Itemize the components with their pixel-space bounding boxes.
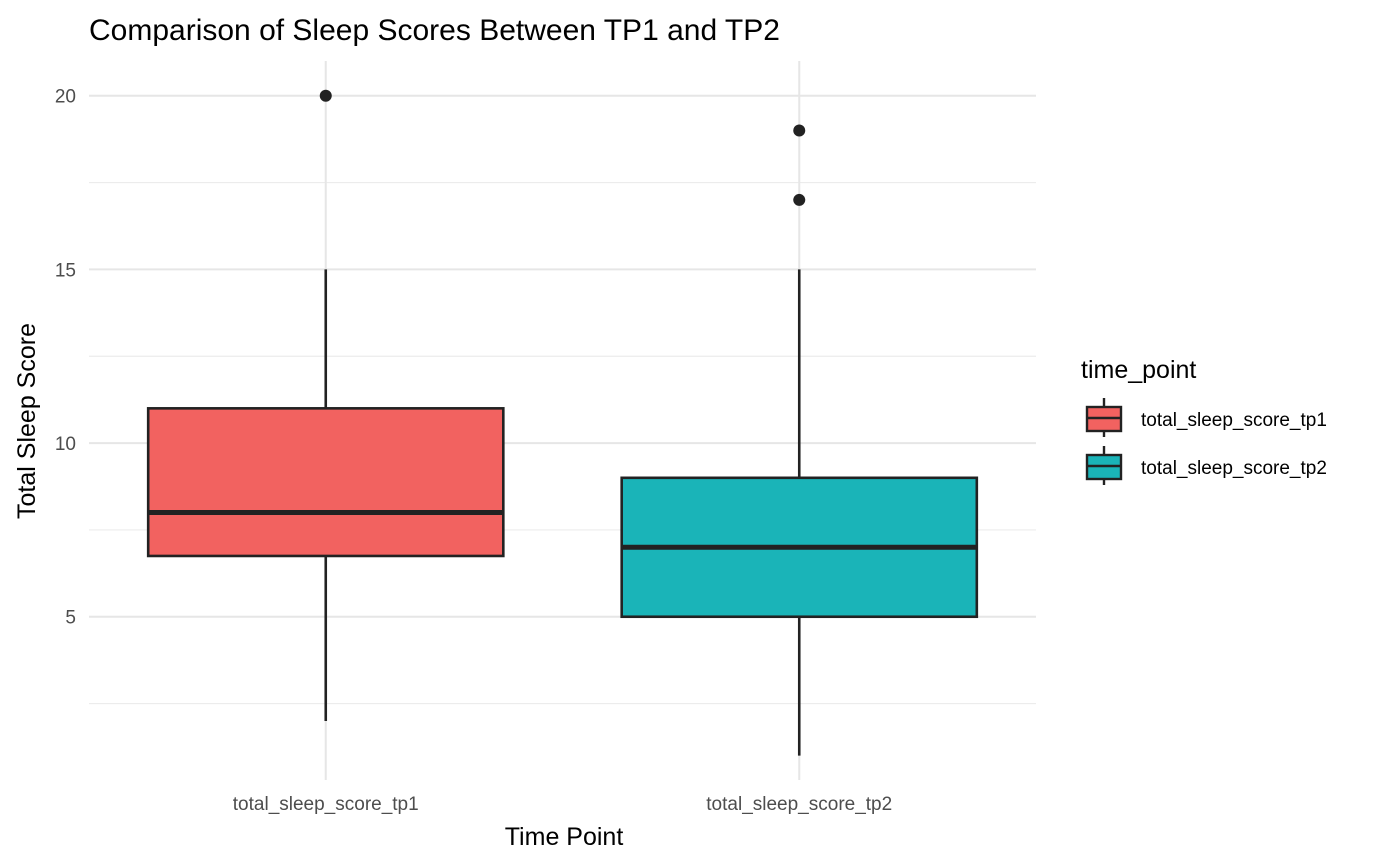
x-tick-labels: total_sleep_score_tp1 total_sleep_score_t… [233, 794, 892, 815]
y-tick-label: 5 [65, 608, 76, 629]
outlier-point [793, 124, 806, 137]
box-2 [620, 124, 979, 756]
y-tick-label: 15 [55, 260, 76, 281]
x-axis-title: Time Point [505, 823, 624, 851]
boxes [146, 89, 979, 756]
legend: time_point total_sleep_score_tp1 total_sl… [1081, 356, 1327, 485]
legend-label: total_sleep_score_tp1 [1141, 410, 1327, 431]
legend-key-2: total_sleep_score_tp2 [1085, 446, 1327, 485]
x-tick-label: total_sleep_score_tp1 [233, 794, 419, 815]
y-tick-labels: 5 10 15 20 [55, 87, 76, 629]
chart-title: Comparison of Sleep Scores Between TP1 a… [89, 14, 780, 47]
y-axis-title: Total Sleep Score [13, 323, 41, 519]
legend-key-1: total_sleep_score_tp1 [1085, 398, 1327, 437]
box-1 [146, 89, 505, 721]
x-tick-label: total_sleep_score_tp2 [706, 794, 892, 815]
outlier-point [319, 89, 332, 102]
legend-title: time_point [1081, 356, 1196, 384]
box-body [146, 407, 505, 558]
legend-label: total_sleep_score_tp2 [1141, 458, 1327, 479]
outlier-point [793, 193, 806, 206]
y-tick-label: 10 [55, 434, 76, 455]
y-tick-label: 20 [55, 87, 76, 108]
